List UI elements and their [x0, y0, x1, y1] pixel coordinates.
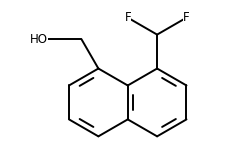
Text: HO: HO: [29, 33, 48, 46]
Text: F: F: [124, 11, 131, 24]
Text: F: F: [183, 11, 190, 24]
